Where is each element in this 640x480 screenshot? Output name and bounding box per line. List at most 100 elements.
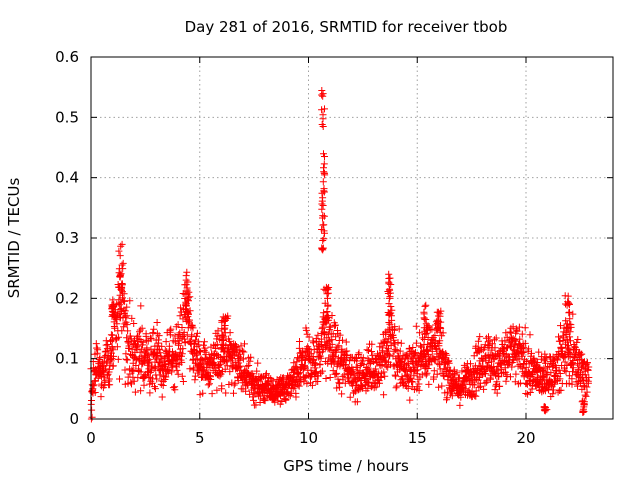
- data-point-marker: [110, 311, 118, 319]
- data-point-marker: [387, 303, 395, 310]
- data-point-marker: [254, 359, 262, 367]
- data-point-marker: [416, 329, 424, 337]
- data-point-marker: [397, 339, 405, 347]
- data-point-marker: [579, 409, 587, 416]
- data-point-marker: [541, 387, 549, 395]
- data-point-marker: [91, 389, 99, 396]
- data-point-marker: [376, 379, 383, 387]
- data-point-marker: [320, 235, 328, 243]
- data-point-marker: [149, 329, 157, 337]
- data-point-marker: [385, 311, 393, 318]
- data-point-marker: [404, 384, 412, 392]
- data-point-marker: [316, 360, 324, 368]
- data-point-marker: [346, 393, 354, 401]
- data-point-marker: [129, 367, 136, 375]
- data-point-marker: [137, 387, 145, 395]
- data-point-marker: [262, 370, 270, 378]
- data-point-marker: [412, 322, 420, 330]
- data-point-marker: [573, 338, 581, 346]
- data-point-marker: [417, 342, 424, 350]
- data-point-marker: [241, 340, 248, 348]
- data-point-marker: [534, 359, 542, 366]
- data-point-marker: [90, 377, 98, 385]
- data-point-marker: [121, 366, 129, 374]
- data-point-marker: [499, 341, 507, 348]
- data-point-marker: [117, 305, 125, 313]
- data-point-marker: [250, 396, 257, 404]
- data-point-marker: [550, 386, 557, 394]
- data-point-marker: [204, 381, 212, 389]
- data-point-marker: [381, 357, 389, 365]
- data-point-marker: [202, 348, 210, 356]
- data-point-marker: [104, 341, 112, 348]
- data-point-marker: [364, 384, 372, 392]
- data-point-marker: [514, 362, 522, 370]
- data-point-marker: [124, 327, 132, 335]
- data-point-marker: [163, 353, 171, 360]
- data-point-marker: [226, 337, 234, 345]
- data-point-marker: [515, 323, 523, 331]
- data-point-marker: [388, 316, 396, 324]
- data-point-marker: [221, 329, 229, 337]
- data-point-marker: [492, 371, 499, 379]
- data-point-marker: [155, 339, 163, 347]
- data-point-marker: [351, 354, 359, 362]
- data-point-marker: [457, 393, 465, 401]
- data-point-marker: [237, 354, 244, 362]
- data-point-marker: [223, 362, 231, 370]
- data-point-marker: [182, 301, 189, 309]
- data-point-marker: [321, 299, 329, 307]
- data-point-marker: [229, 347, 237, 355]
- data-point-marker: [151, 385, 159, 393]
- data-point-marker: [199, 389, 207, 397]
- data-point-marker: [535, 348, 543, 356]
- data-point-marker: [491, 336, 498, 344]
- data-point-marker: [168, 368, 176, 376]
- data-point-marker: [487, 375, 494, 383]
- data-point-marker: [207, 376, 215, 383]
- data-point-marker: [525, 345, 533, 353]
- data-point-marker: [409, 378, 417, 386]
- data-point-marker: [119, 259, 127, 267]
- data-point-marker: [364, 364, 372, 372]
- data-point-marker: [541, 404, 549, 411]
- data-point-marker: [246, 357, 254, 365]
- data-point-marker: [341, 348, 349, 356]
- data-point-marker: [175, 340, 183, 348]
- data-point-marker: [332, 370, 340, 378]
- data-point-marker: [256, 399, 264, 406]
- data-point-marker: [463, 366, 471, 374]
- data-point-marker: [554, 356, 562, 364]
- data-point-marker: [109, 362, 117, 370]
- data-point-marker: [353, 398, 361, 406]
- data-point-marker: [566, 308, 573, 316]
- data-point-marker: [174, 370, 182, 378]
- data-point-marker: [109, 346, 117, 354]
- data-point-marker: [192, 359, 200, 367]
- data-point-marker: [341, 379, 349, 387]
- data-point-marker: [301, 363, 309, 371]
- data-point-marker: [232, 341, 239, 349]
- data-point-marker: [182, 272, 190, 280]
- data-point-marker: [187, 339, 194, 347]
- data-point-marker: [412, 362, 420, 370]
- data-point-marker: [303, 380, 311, 388]
- data-point-marker: [178, 372, 186, 380]
- data-point-marker: [392, 384, 400, 392]
- data-point-marker: [179, 378, 187, 385]
- data-point-marker: [108, 304, 116, 312]
- data-point-marker: [395, 325, 403, 333]
- data-point-marker: [162, 338, 170, 346]
- data-point-marker: [336, 331, 344, 339]
- data-point-marker: [182, 281, 190, 289]
- data-point-marker: [304, 345, 312, 353]
- data-point-marker: [142, 336, 150, 344]
- data-point-marker: [321, 105, 328, 113]
- data-point-marker: [146, 389, 154, 397]
- data-point-marker: [153, 375, 161, 383]
- data-point-marker: [520, 343, 528, 351]
- data-point-marker: [565, 299, 572, 307]
- data-point-marker: [320, 285, 328, 293]
- data-point-marker: [312, 368, 320, 376]
- data-point-marker: [118, 240, 126, 248]
